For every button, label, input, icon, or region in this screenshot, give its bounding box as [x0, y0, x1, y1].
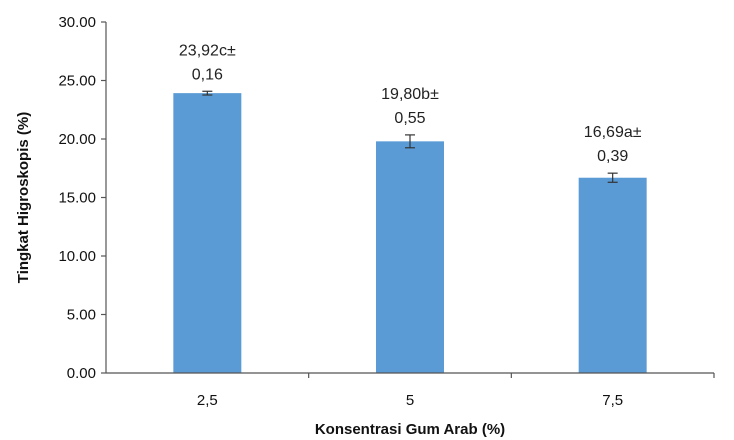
y-tick-label: 30.00: [58, 14, 96, 31]
data-labels: 23,92c± 0,16 19,80b± 0,55 16,69a± 0,39: [179, 42, 642, 165]
data-label-2-line-2: 0,55: [394, 110, 425, 127]
error-bar-3: [607, 172, 618, 183]
bars: [173, 93, 647, 374]
error-bar-2: [405, 134, 415, 149]
data-label-1-line-1: 23,92c±: [179, 42, 236, 59]
y-tick-label: 20.00: [58, 131, 96, 148]
error-bars: [202, 90, 618, 183]
x-axis-title: Konsentrasi Gum Arab (%): [315, 421, 505, 438]
y-tick-label: 0.00: [67, 365, 96, 382]
data-label-3-line-1: 16,69a±: [584, 124, 642, 141]
x-tick-label: 7,5: [602, 392, 623, 409]
x-tick-label: 5: [406, 392, 414, 409]
y-tick-label: 25.00: [58, 73, 96, 90]
bar-1: [173, 93, 242, 374]
y-axis-ticks: 0.00 5.00 10.00 15.00 20.00 25.00 30.00: [58, 14, 106, 382]
y-tick-label: 10.00: [58, 248, 96, 265]
y-tick-label: 5.00: [67, 307, 96, 324]
bar-3: [578, 177, 647, 373]
error-bar-1: [202, 90, 213, 96]
data-label-3-line-2: 0,39: [597, 148, 628, 165]
bar-2: [376, 141, 444, 373]
x-tick-label: 2,5: [197, 392, 218, 409]
data-label-2-line-1: 19,80b±: [381, 86, 439, 103]
y-tick-label: 15.00: [58, 190, 96, 207]
x-axis-ticks: 2,5 5 7,5: [197, 373, 715, 409]
y-axis-title: Tingkat Higroskopis (%): [15, 112, 32, 283]
data-label-1-line-2: 0,16: [192, 66, 223, 83]
